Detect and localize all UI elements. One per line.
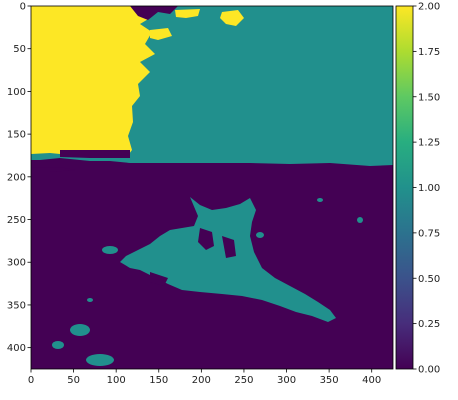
y-axis: 0 50 100 150 200 250 300 350 400 — [7, 2, 31, 354]
y-tick-label: 250 — [7, 215, 26, 226]
region-sky-bright — [31, 6, 160, 158]
colorbar-tick-label: 0.25 — [418, 319, 440, 330]
x-tick-label: 0 — [28, 375, 34, 386]
x-tick-label: 400 — [362, 375, 381, 386]
colorbar-tick-label: 1.25 — [418, 138, 440, 149]
y-tick-label: 150 — [7, 130, 26, 141]
colorbar — [395, 5, 414, 370]
y-tick-label: 50 — [13, 44, 26, 55]
x-tick-label: 50 — [67, 375, 80, 386]
region-cat-dark-patch — [150, 228, 236, 286]
colorbar-tick-label: 0.00 — [418, 365, 440, 376]
region-sky-bright-patch — [150, 9, 244, 40]
region-cat-body — [120, 197, 336, 322]
y-tick-label: 100 — [7, 87, 26, 98]
y-tick-label: 300 — [7, 258, 26, 269]
colorbar-tick-label: 0.75 — [418, 228, 440, 239]
y-tick-label: 400 — [7, 343, 26, 354]
x-tick-label: 100 — [107, 375, 126, 386]
colorbar-tick-label: 1.75 — [418, 47, 440, 58]
colorbar-tick-label: 0.50 — [418, 274, 440, 285]
x-axis: 0 50 100 150 200 250 300 350 400 — [28, 369, 381, 386]
region-ground-specks — [52, 198, 363, 366]
x-tick-label: 150 — [149, 375, 168, 386]
colorbar-tick-label: 2.00 — [418, 2, 440, 13]
plot-frame — [30, 5, 394, 370]
y-tick-label: 350 — [7, 300, 26, 311]
colorbar-tick-label: 1.50 — [418, 92, 440, 103]
heatmap-image — [31, 6, 393, 369]
colorbar-tick-label: 1.00 — [418, 183, 440, 194]
x-tick-label: 300 — [277, 375, 296, 386]
x-tick-label: 350 — [320, 375, 339, 386]
x-tick-label: 200 — [192, 375, 211, 386]
colorbar-axis: 0.00 0.25 0.50 0.75 1.00 1.25 1.50 1.75 2.00 — [413, 2, 440, 376]
y-tick-label: 200 — [7, 172, 26, 183]
y-tick-label: 0 — [20, 2, 26, 13]
x-tick-label: 250 — [234, 375, 253, 386]
